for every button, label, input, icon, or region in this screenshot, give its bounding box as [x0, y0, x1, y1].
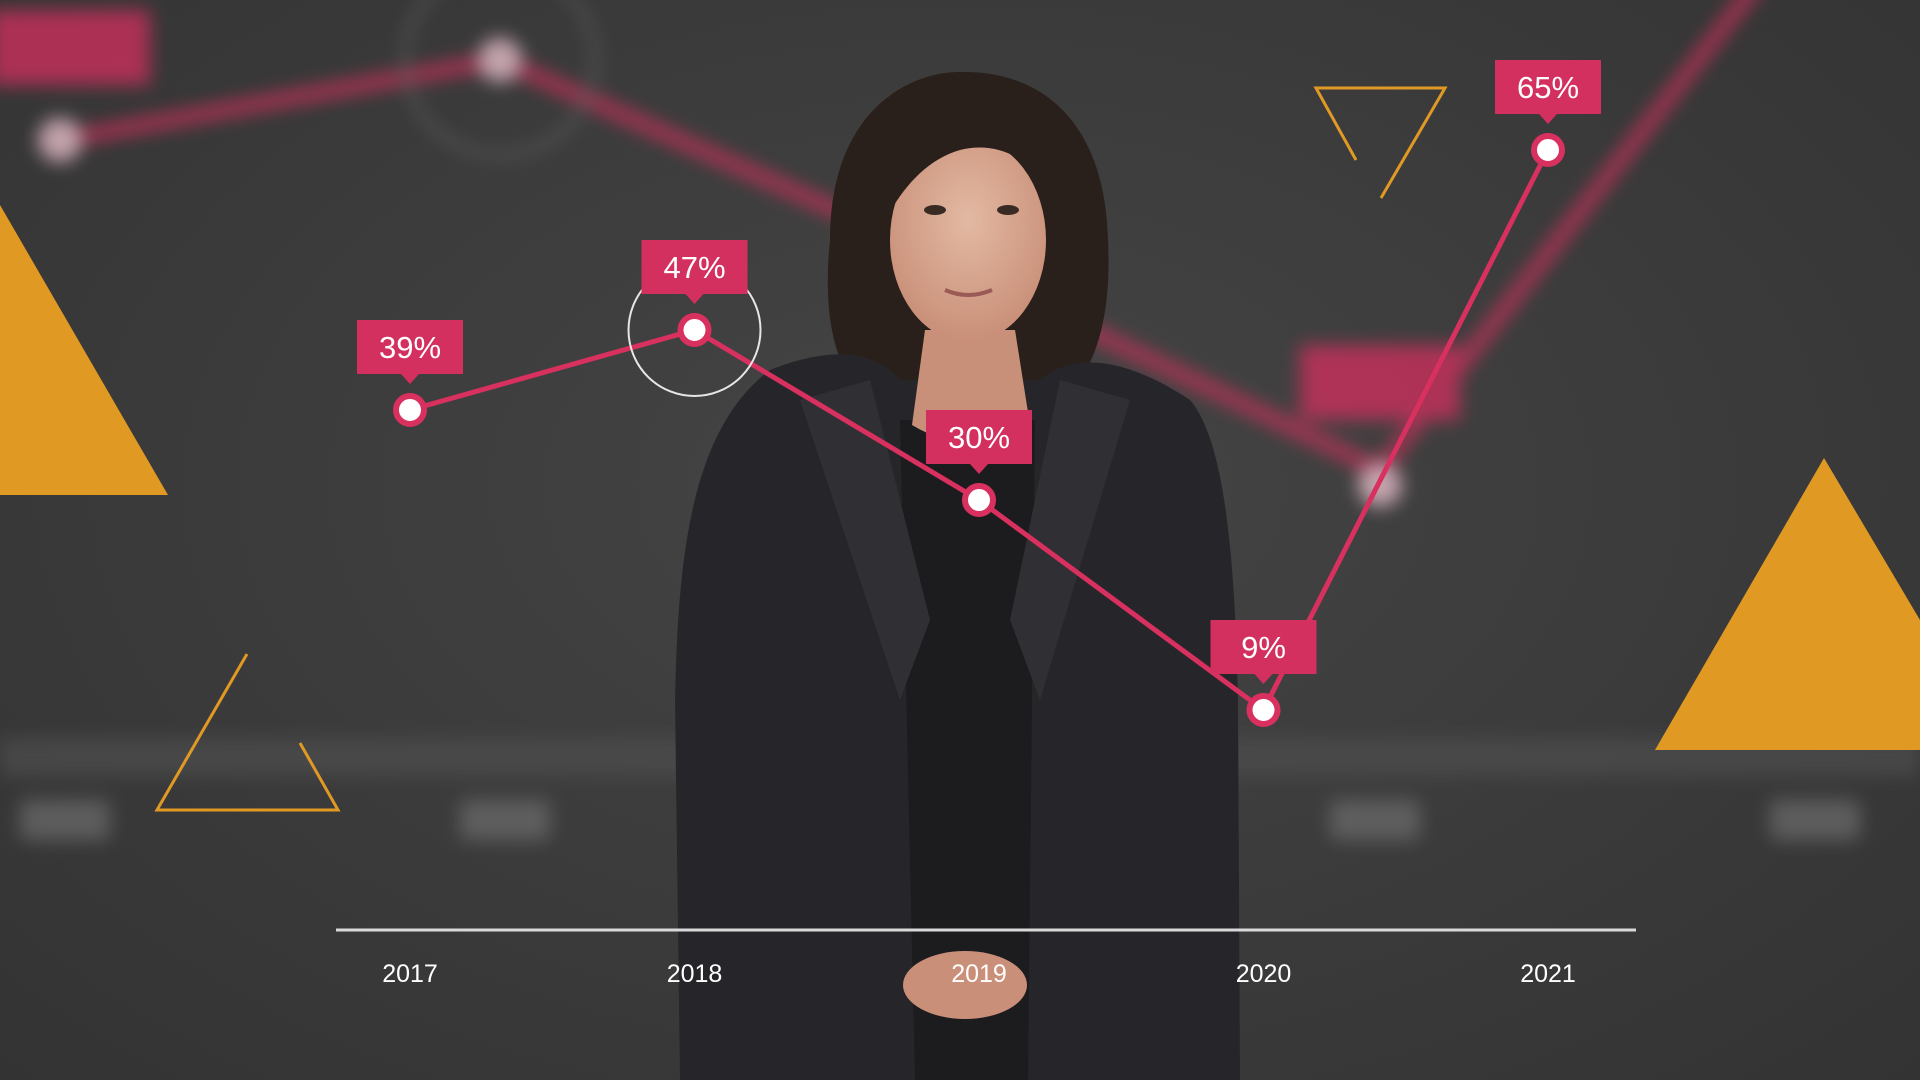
data-label-text: 39%	[379, 330, 441, 365]
blurred-point	[38, 118, 82, 162]
blurred-highlight-ring	[402, 0, 598, 158]
data-point	[962, 483, 996, 517]
x-tick-label: 2019	[951, 960, 1007, 988]
data-labels: 39% 47% 30% 9% 65%	[357, 60, 1601, 684]
series-line	[393, 133, 1565, 727]
blurred-point	[478, 38, 522, 82]
line-segment	[692, 327, 982, 503]
blurred-tick	[20, 800, 110, 840]
data-label-pointer	[401, 374, 419, 384]
presenter-face	[890, 138, 1046, 342]
data-point	[1246, 693, 1281, 727]
blurred-tick	[1770, 800, 1860, 840]
data-label-box	[641, 240, 748, 294]
decorative-triangle-left	[0, 205, 168, 495]
presenter-hands	[903, 951, 1027, 1019]
data-label-box	[1495, 60, 1601, 114]
x-tick-label: 2021	[1520, 960, 1576, 988]
data-label: 30%	[926, 410, 1032, 474]
presenter-lapel-right	[1010, 380, 1130, 700]
blurred-tick	[460, 800, 550, 840]
blurred-tick	[1330, 800, 1420, 840]
data-label-text: 9%	[1241, 630, 1286, 665]
data-point	[677, 313, 712, 347]
data-label-text: 30%	[948, 420, 1010, 455]
presenter-mouth	[944, 288, 993, 297]
line-segment	[1261, 147, 1551, 713]
presenter-eye-right	[997, 205, 1019, 215]
data-label: 65%	[1495, 60, 1601, 124]
presenter-dress	[900, 420, 1035, 1080]
outline-triangle-bottom	[154, 653, 341, 812]
data-point	[393, 393, 427, 427]
data-label-text: 47%	[663, 250, 725, 285]
data-label-box	[357, 320, 463, 374]
line-segment	[976, 497, 1266, 713]
blurred-label-box	[1300, 345, 1460, 420]
data-point	[1531, 133, 1565, 167]
decorative-triangle-right	[1655, 458, 1920, 750]
presenter-eye-left	[924, 205, 946, 215]
data-label: 9%	[1210, 620, 1317, 684]
data-label-pointer	[685, 294, 704, 304]
x-tick-label: 2018	[667, 960, 723, 988]
data-label-text: 65%	[1517, 70, 1579, 105]
data-label-box	[1210, 620, 1317, 674]
blurred-label-box	[0, 10, 150, 85]
outline-triangle-top	[1313, 86, 1448, 199]
x-tick-label: 2017	[382, 960, 438, 988]
data-label-pointer	[1254, 674, 1273, 684]
data-label: 39%	[357, 320, 463, 384]
presenter-fringe	[880, 94, 1067, 230]
x-axis-ticks: 2017 2018 2019 2020 2021	[382, 960, 1576, 988]
x-tick-label: 2020	[1236, 960, 1292, 988]
data-label-pointer	[1539, 114, 1557, 124]
data-label-box	[926, 410, 1032, 464]
data-label-pointer	[970, 464, 988, 474]
line-segment	[407, 327, 697, 413]
presenter-lapel-left	[800, 380, 930, 700]
data-label: 47%	[641, 240, 748, 304]
